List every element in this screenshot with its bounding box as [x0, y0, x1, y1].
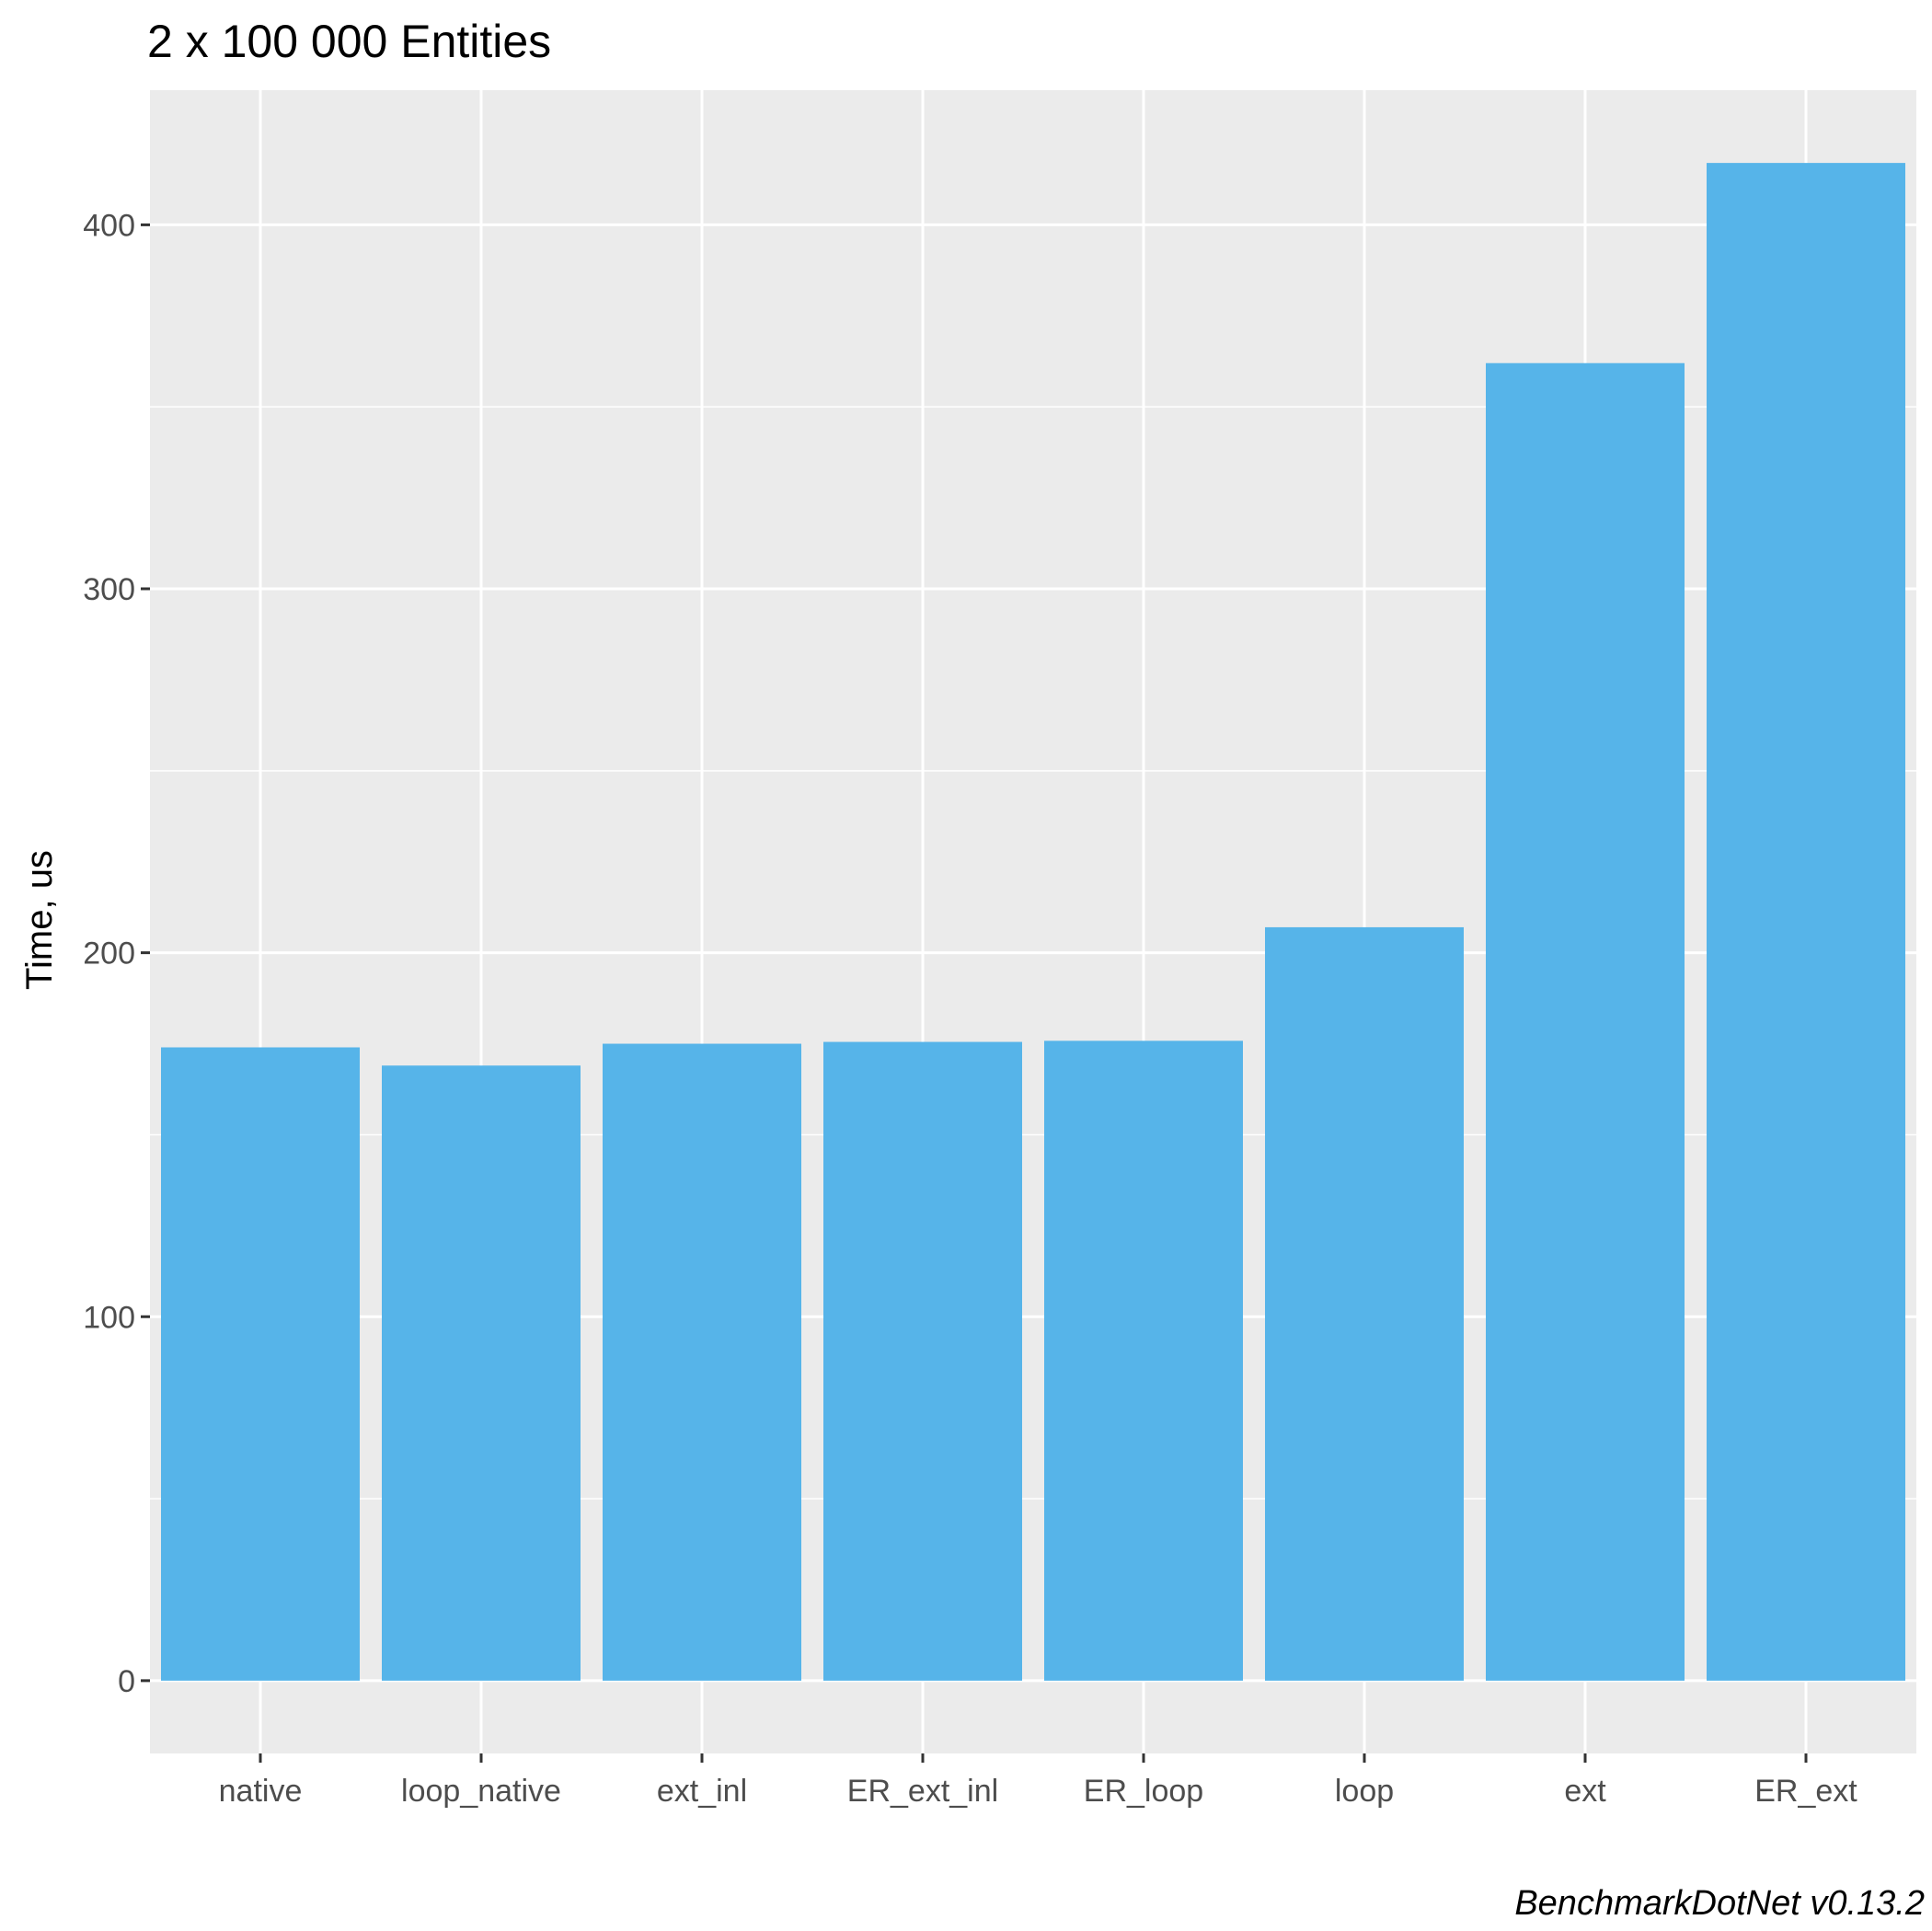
y-tick-label: 400 — [83, 208, 135, 243]
chart-title: 2 x 100 000 Entities — [147, 16, 551, 67]
x-tick-label: loop — [1335, 1774, 1394, 1809]
bar-er-ext-inl — [823, 1041, 1022, 1681]
bar-loop-native — [382, 1065, 581, 1681]
x-tick-label: ext_inl — [657, 1774, 747, 1809]
y-tick-label: 0 — [118, 1664, 135, 1699]
x-axis: native loop_native ext_inl ER_ext_inl ER_loo… — [219, 1753, 1857, 1809]
x-tick-label: ext — [1564, 1774, 1606, 1809]
x-tick-label: native — [219, 1774, 303, 1809]
bar-ext-inl — [603, 1043, 801, 1681]
x-tick-label: ER_ext_inl — [847, 1774, 998, 1809]
x-tick-label: ER_loop — [1084, 1774, 1203, 1809]
bars — [161, 163, 1905, 1681]
y-tick-label: 200 — [83, 937, 135, 971]
bar-er-ext — [1707, 163, 1905, 1681]
bar-native — [161, 1047, 360, 1681]
bar-er-loop — [1044, 1040, 1243, 1681]
bar-ext — [1486, 362, 1685, 1681]
bar-loop — [1265, 926, 1464, 1681]
y-tick-label: 300 — [83, 572, 135, 607]
y-axis-title: Time, us — [19, 850, 60, 990]
chart-caption: BenchmarkDotNet v0.13.2 — [1514, 1884, 1925, 1923]
y-tick-label: 100 — [83, 1300, 135, 1335]
y-axis: 0 100 200 300 400 — [83, 208, 150, 1699]
x-tick-label: loop_native — [401, 1774, 561, 1809]
x-tick-label: ER_ext — [1754, 1774, 1857, 1809]
